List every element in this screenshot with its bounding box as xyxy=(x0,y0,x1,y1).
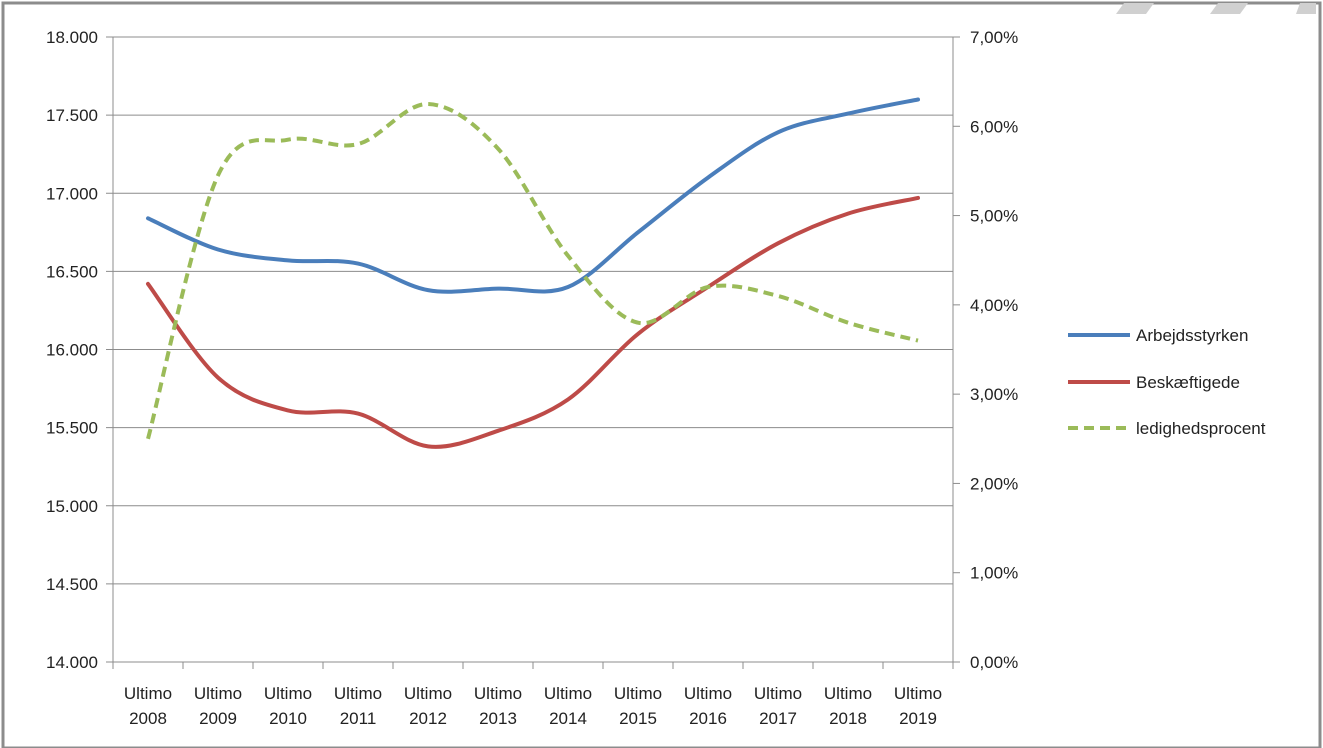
y-right-tick-label: 7,00% xyxy=(970,28,1018,47)
x-tick-label-line: Ultimo xyxy=(194,684,242,703)
x-tick-label-line: Ultimo xyxy=(754,684,802,703)
y-right-tick-label: 1,00% xyxy=(970,564,1018,583)
x-tick-label-line: Ultimo xyxy=(684,684,732,703)
x-tick-label-line: 2011 xyxy=(340,709,377,728)
x-tick-label-line: 2017 xyxy=(759,709,797,728)
y-left-tick-label: 15.500 xyxy=(46,419,98,438)
x-tick-label-line: 2014 xyxy=(549,709,587,728)
x-tick-label-line: 2010 xyxy=(269,709,307,728)
x-tick-label-line: 2008 xyxy=(129,709,167,728)
x-tick-label-line: Ultimo xyxy=(824,684,872,703)
x-tick-label-line: Ultimo xyxy=(544,684,592,703)
y-right-tick-label: 2,00% xyxy=(970,474,1018,493)
x-tick-label-line: 2015 xyxy=(619,709,657,728)
x-tick-label: Ultimo 2015 xyxy=(614,684,662,728)
y-right-tick-label: 6,00% xyxy=(970,117,1018,136)
y-right-tick-label: 5,00% xyxy=(970,207,1018,226)
series-line-ledighedsprocent xyxy=(146,101,919,440)
x-tick-label: Ultimo 2010 xyxy=(264,684,312,728)
legend-label: Beskæftigede xyxy=(1136,373,1240,392)
x-tick-label-line: Ultimo xyxy=(334,684,382,703)
series-lines xyxy=(146,97,920,449)
y-left-tick-label: 17.000 xyxy=(46,184,98,203)
x-tick-label-line: 2012 xyxy=(409,709,447,728)
axes: 14.000 14.500 15.000 15.500 16.000 16.500 17.0… xyxy=(46,28,1018,728)
y-left-tick-label: 18.000 xyxy=(46,28,98,47)
x-tick-label-line: Ultimo xyxy=(404,684,452,703)
series-line-arbejdsstyrken xyxy=(146,97,920,294)
x-tick-label-line: 2013 xyxy=(479,709,517,728)
x-tick-label: Ultimo 2009 xyxy=(194,684,242,728)
x-tick-label: Ultimo 2013 xyxy=(474,684,522,728)
x-tick-label-line: Ultimo xyxy=(124,684,172,703)
y-right-tick-label: 0,00% xyxy=(970,653,1018,672)
series-line-besk-ftigede xyxy=(146,195,920,449)
top-decoration xyxy=(1116,3,1316,14)
y-left-tick-label: 16.000 xyxy=(46,341,98,360)
x-tick-label-line: 2016 xyxy=(689,709,727,728)
x-tick-label-line: 2009 xyxy=(199,709,237,728)
y-right-tick-label: 4,00% xyxy=(970,296,1018,315)
x-tick-label: Ultimo 2016 xyxy=(684,684,732,728)
x-tick-label: Ultimo 2018 xyxy=(824,684,872,728)
x-tick-label: Ultimo 2019 xyxy=(894,684,942,728)
legend-label: ledighedsprocent xyxy=(1136,419,1266,438)
x-tick-label: Ultimo 2011 xyxy=(334,684,382,728)
y-right-tick-label: 3,00% xyxy=(970,385,1018,404)
legend: Arbejdsstyrken Beskæftigede ledighedsproce… xyxy=(1068,326,1266,438)
y-left-tick-label: 14.000 xyxy=(46,653,98,672)
x-tick-label-line: 2018 xyxy=(829,709,867,728)
x-tick-label: Ultimo 2014 xyxy=(544,684,592,728)
x-tick-label-line: Ultimo xyxy=(614,684,662,703)
x-tick-label: Ultimo 2017 xyxy=(754,684,802,728)
x-tick-label-line: Ultimo xyxy=(264,684,312,703)
y-left-tick-label: 14.500 xyxy=(46,575,98,594)
gridlines xyxy=(113,36,953,585)
y-left-tick-label: 16.500 xyxy=(46,262,98,281)
y-left-tick-label: 15.000 xyxy=(46,497,98,516)
x-tick-label-line: Ultimo xyxy=(894,684,942,703)
x-tick-label-line: 2019 xyxy=(899,709,937,728)
y-left-tick-label: 17.500 xyxy=(46,106,98,125)
x-tick-label: Ultimo 2008 xyxy=(124,684,172,728)
x-tick-label: Ultimo 2012 xyxy=(404,684,452,728)
legend-label: Arbejdsstyrken xyxy=(1136,326,1248,345)
x-tick-label-line: Ultimo xyxy=(474,684,522,703)
